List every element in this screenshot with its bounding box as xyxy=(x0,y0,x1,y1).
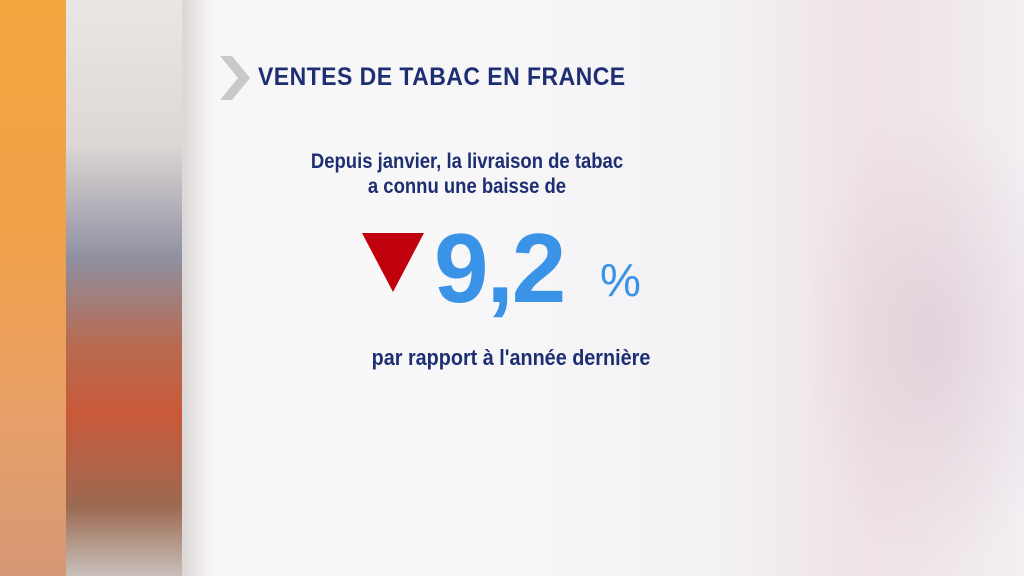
intro-line: Depuis janvier, la livraison de tabac xyxy=(310,150,624,173)
background-photo xyxy=(66,0,182,576)
background-glow xyxy=(800,100,1024,576)
background-shade xyxy=(182,0,212,576)
down-arrow xyxy=(362,233,424,292)
title: VENTES DE TABAC EN FRANCE xyxy=(258,63,626,91)
background-strip xyxy=(0,0,66,576)
comparison: par rapport à l'année dernière xyxy=(371,345,651,370)
unit: % xyxy=(600,254,641,306)
intro-line: a connu une baisse de xyxy=(367,175,567,198)
value: 9,2 xyxy=(434,213,566,323)
chevron-icon xyxy=(220,56,250,100)
